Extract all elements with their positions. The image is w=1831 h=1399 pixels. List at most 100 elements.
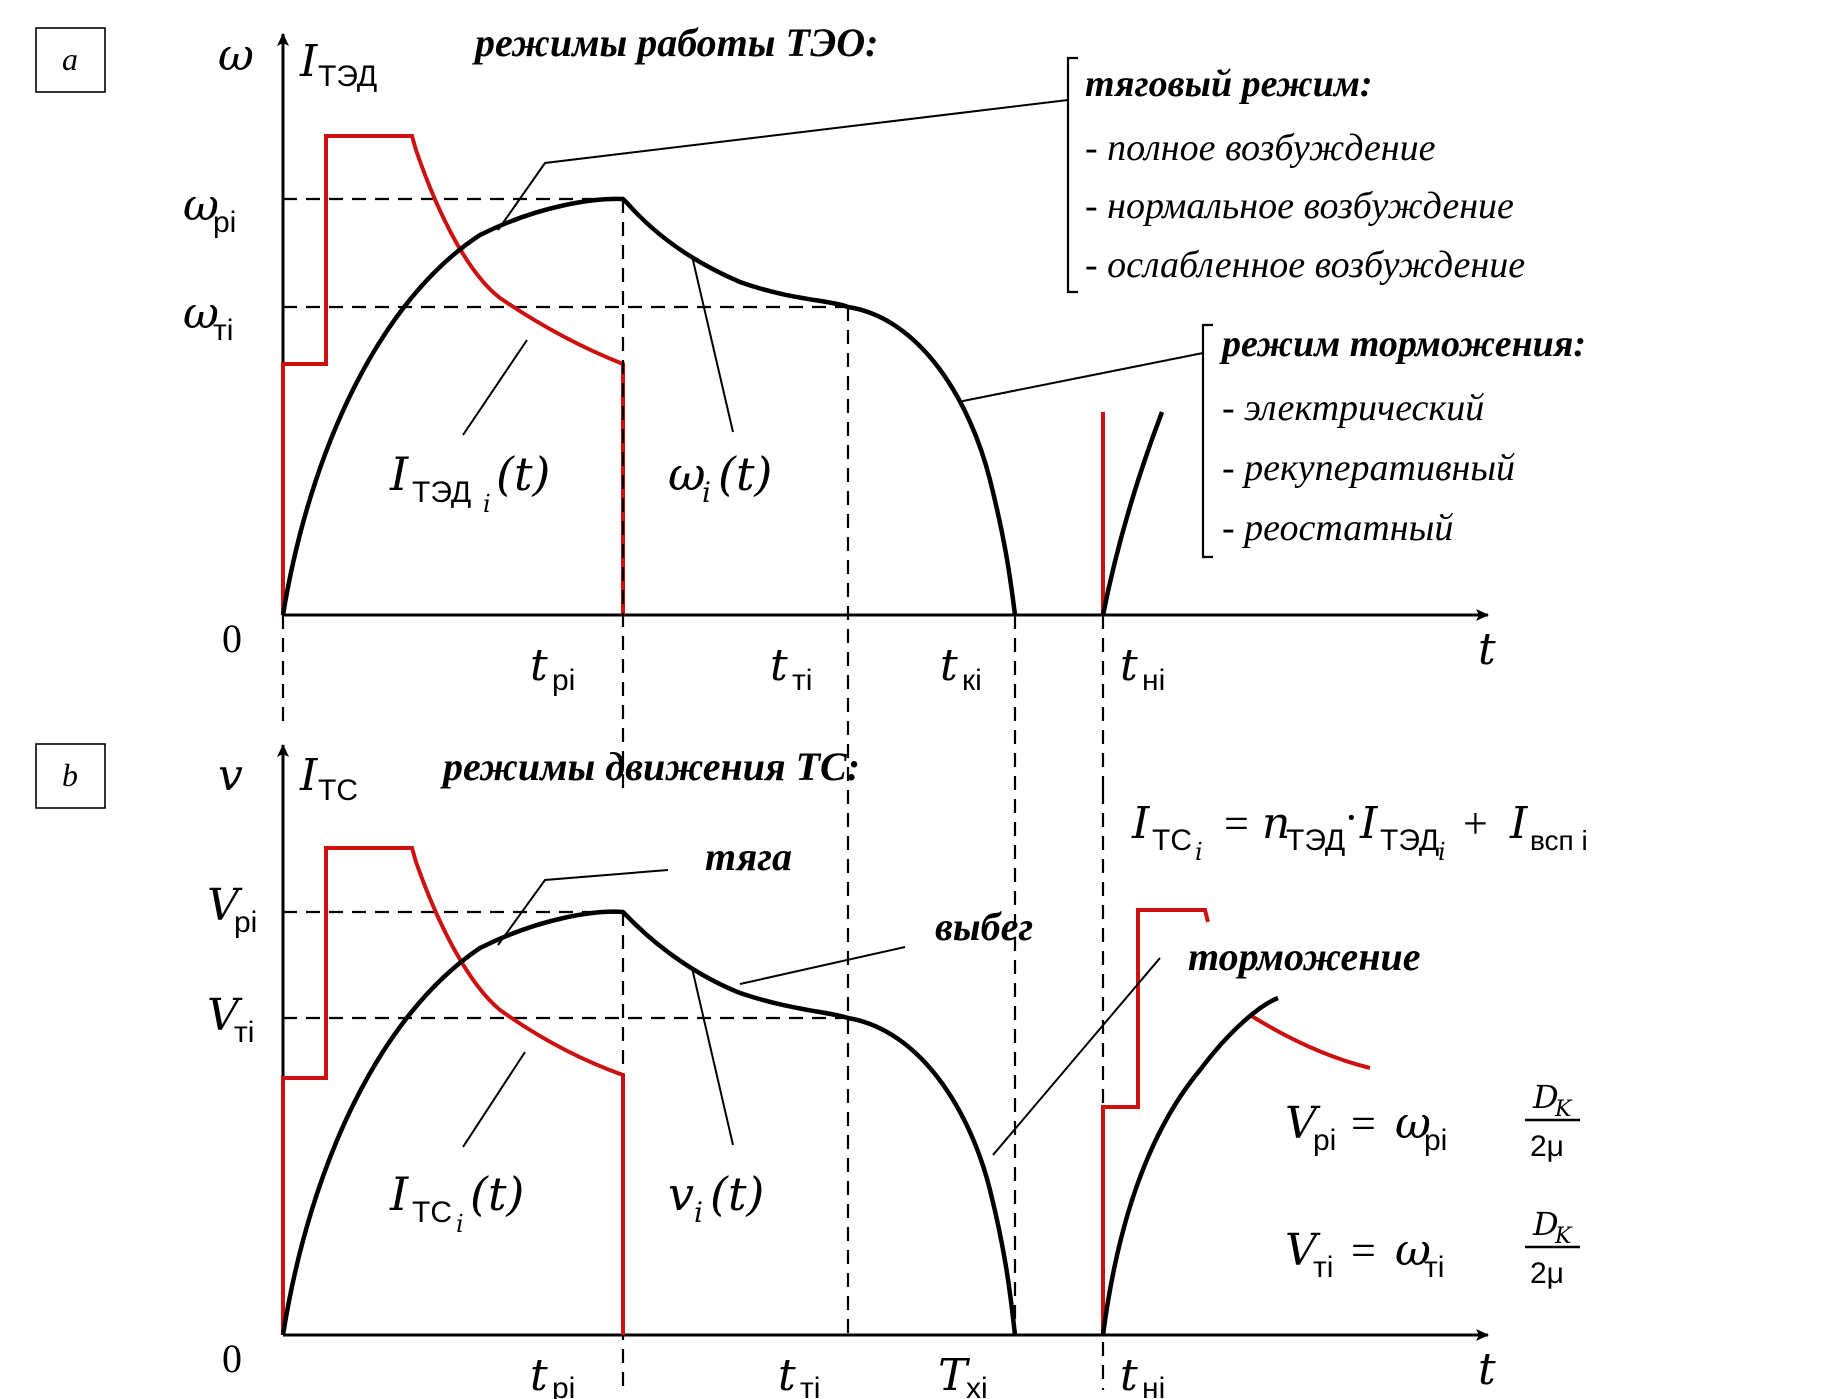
svg-text:I: I xyxy=(389,447,409,501)
svg-text:ТЭД: ТЭД xyxy=(318,60,377,93)
x-tick-a-tt: t тi xyxy=(770,640,812,697)
svg-text:тi: тi xyxy=(800,1372,820,1399)
svg-text:t: t xyxy=(1120,1350,1138,1399)
svg-text:i: i xyxy=(1195,838,1203,866)
x-tick-a-tn: t нi xyxy=(1120,640,1165,697)
panel-b-y-label-v: v xyxy=(218,750,243,801)
svg-text:+: + xyxy=(1452,799,1499,848)
svg-text:pi: pi xyxy=(1424,1124,1447,1157)
svg-text:i: i xyxy=(456,1210,464,1238)
omega-curve-a-restart xyxy=(1100,411,1165,616)
svg-text:I: I xyxy=(299,36,319,87)
svg-text:D: D xyxy=(1532,1078,1559,1116)
svg-text:всп i: всп i xyxy=(1530,825,1588,856)
svg-text:I: I xyxy=(1359,798,1379,849)
svg-text:i: i xyxy=(1438,838,1446,866)
x-tick-a-tk: t кi xyxy=(940,640,982,697)
svg-text:t: t xyxy=(530,640,548,691)
label-current-a: I ТЭД i (t) xyxy=(389,447,550,518)
leader-coast-b xyxy=(739,946,906,985)
svg-text:ω: ω xyxy=(1395,1098,1431,1149)
svg-text:ТС: ТС xyxy=(412,1196,452,1229)
svg-text:i: i xyxy=(694,1196,703,1229)
label-v-b: v i (t) xyxy=(668,1167,764,1229)
svg-text:ω: ω xyxy=(1395,1225,1431,1276)
svg-text:=: = xyxy=(1340,1099,1387,1148)
current-curve-b-restart xyxy=(1101,908,1210,1335)
traction-item-3: - ослабленное возбуждение xyxy=(1085,244,1525,286)
svg-text:ω: ω xyxy=(183,180,219,231)
bracket-traction xyxy=(1066,56,1078,294)
svg-text:тi: тi xyxy=(1424,1251,1444,1284)
panel-a-origin: 0 xyxy=(222,616,242,661)
mode-coast-label: выбег xyxy=(935,904,1033,949)
traction-item-1: - полное возбуждение xyxy=(1085,127,1436,169)
x-tick-a-tp: t pi xyxy=(530,640,575,697)
panel-b-heading: режимы движения ТС: xyxy=(440,744,860,789)
braking-item-2: - рекуперативный xyxy=(1222,447,1515,489)
svg-text:(t): (t) xyxy=(496,447,550,501)
svg-text:I: I xyxy=(389,1167,409,1221)
svg-text:n: n xyxy=(1262,798,1290,849)
current-curve-b xyxy=(281,846,625,1335)
panel-a: a ω I ТЭД 0 t режимы работы ТЭО: ω pi ω … xyxy=(35,20,1586,1335)
v-curve-b xyxy=(280,909,1018,1336)
panel-a-y-label-current: I ТЭД xyxy=(299,36,377,93)
tick-v-p: V pi xyxy=(207,880,257,939)
braking-title: режим торможения: xyxy=(1219,323,1586,365)
svg-text:V: V xyxy=(1285,1098,1321,1149)
svg-text:I: I xyxy=(1509,798,1529,849)
label-omega-a: ω i (t) xyxy=(668,447,772,509)
tick-omega-p: ω pi xyxy=(183,180,236,239)
panel-a-x-label: t xyxy=(1478,624,1496,675)
x-tick-b-tx: T xi xyxy=(938,1350,988,1399)
formula-vp: V pi = ω pi D K 2μ xyxy=(1285,1078,1580,1163)
svg-text:ω: ω xyxy=(668,447,706,501)
svg-text:I: I xyxy=(1131,798,1151,849)
svg-text:ТЭД: ТЭД xyxy=(412,476,471,509)
svg-text:2μ: 2μ xyxy=(1530,1257,1564,1290)
panel-b: b v I ТС 0 t режимы движения ТС: V pi V … xyxy=(35,743,1588,1399)
svg-text:ТС: ТС xyxy=(318,774,358,807)
svg-text:pi: pi xyxy=(234,906,257,939)
omega-curve-a xyxy=(280,196,1018,616)
formula-current: I ТС i = n ТЭД · I ТЭД i + I всп i xyxy=(1131,793,1588,866)
svg-text:ТЭД: ТЭД xyxy=(1286,824,1345,857)
leader-traction-b xyxy=(497,869,669,946)
traction-item-2: - нормальное возбуждение xyxy=(1085,185,1514,227)
svg-text:pi: pi xyxy=(1313,1124,1336,1157)
current-curve-b-decay xyxy=(1248,1013,1371,1070)
x-tick-b-tn: t нi xyxy=(1120,1350,1165,1399)
svg-text:t: t xyxy=(940,640,958,691)
svg-text:pi: pi xyxy=(552,664,575,697)
svg-text:V: V xyxy=(1285,1225,1321,1276)
svg-text:t: t xyxy=(770,640,788,691)
label-current-b: I ТС i (t) xyxy=(389,1167,524,1238)
x-tick-b-tt: t тi xyxy=(778,1350,820,1399)
current-curve-a xyxy=(281,134,625,615)
svg-text:t: t xyxy=(1120,640,1138,691)
leader-braking-b xyxy=(992,957,1161,1156)
svg-text:тi: тi xyxy=(792,664,812,697)
svg-text:xi: xi xyxy=(966,1372,988,1399)
svg-text:ТЭД: ТЭД xyxy=(1380,824,1439,857)
svg-text:тi: тi xyxy=(234,1016,254,1049)
svg-text:ТС: ТС xyxy=(1152,824,1192,857)
svg-text:нi: нi xyxy=(1142,664,1165,697)
svg-text:тi: тi xyxy=(1313,1251,1333,1284)
svg-text:·: · xyxy=(1344,793,1359,842)
braking-item-1: - электрический xyxy=(1222,387,1484,429)
tick-omega-t: ω тi xyxy=(183,288,233,347)
leader-current-a xyxy=(462,339,528,436)
svg-text:K: K xyxy=(1554,1097,1573,1122)
svg-text:(t): (t) xyxy=(710,1167,764,1221)
leader-braking-a xyxy=(957,352,1204,403)
svg-text:pi: pi xyxy=(213,206,236,239)
v-curve-b-restart xyxy=(1100,995,1279,1336)
svg-text:v: v xyxy=(668,1167,694,1221)
mode-braking-label: торможение xyxy=(1188,934,1421,979)
panel-a-label: a xyxy=(62,41,78,77)
svg-text:pi: pi xyxy=(552,1372,575,1399)
svg-text:нi: нi xyxy=(1142,1372,1165,1399)
